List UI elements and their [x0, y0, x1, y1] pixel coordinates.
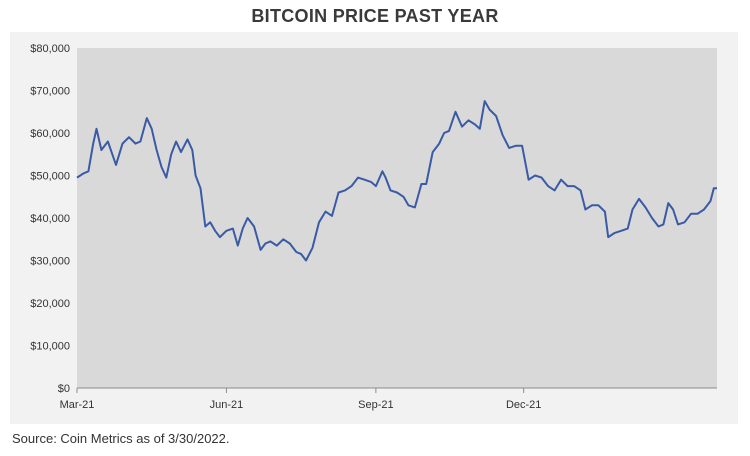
- y-tick-label: $40,000: [30, 213, 70, 225]
- y-tick-label: $20,000: [30, 298, 70, 310]
- x-tick-label: Mar-21: [60, 399, 95, 411]
- y-tick-label: $80,000: [30, 43, 70, 55]
- plot-area: [77, 48, 717, 388]
- x-tick-label: Jun-21: [210, 399, 244, 411]
- y-tick-label: $30,000: [30, 256, 70, 268]
- y-tick-label: $70,000: [30, 86, 70, 98]
- x-axis: Mar-21 Jun-21 Sep-21 Dec-21: [60, 388, 541, 411]
- y-tick-label: $0: [58, 383, 70, 395]
- y-axis: $0 $10,000 $20,000 $30,000 $40,000 $50,000 $60…: [30, 43, 70, 395]
- y-tick-label: $10,000: [30, 341, 70, 353]
- y-tick-label: $50,000: [30, 171, 70, 183]
- x-tick-label: Dec-21: [506, 399, 541, 411]
- price-series-line: [76, 100, 717, 262]
- chart-title: BITCOIN PRICE PAST YEAR: [251, 6, 499, 26]
- y-tick-label: $60,000: [30, 128, 70, 140]
- x-tick-label: Sep-21: [358, 399, 393, 411]
- source-note: Source: Coin Metrics as of 3/30/2022.: [12, 431, 230, 446]
